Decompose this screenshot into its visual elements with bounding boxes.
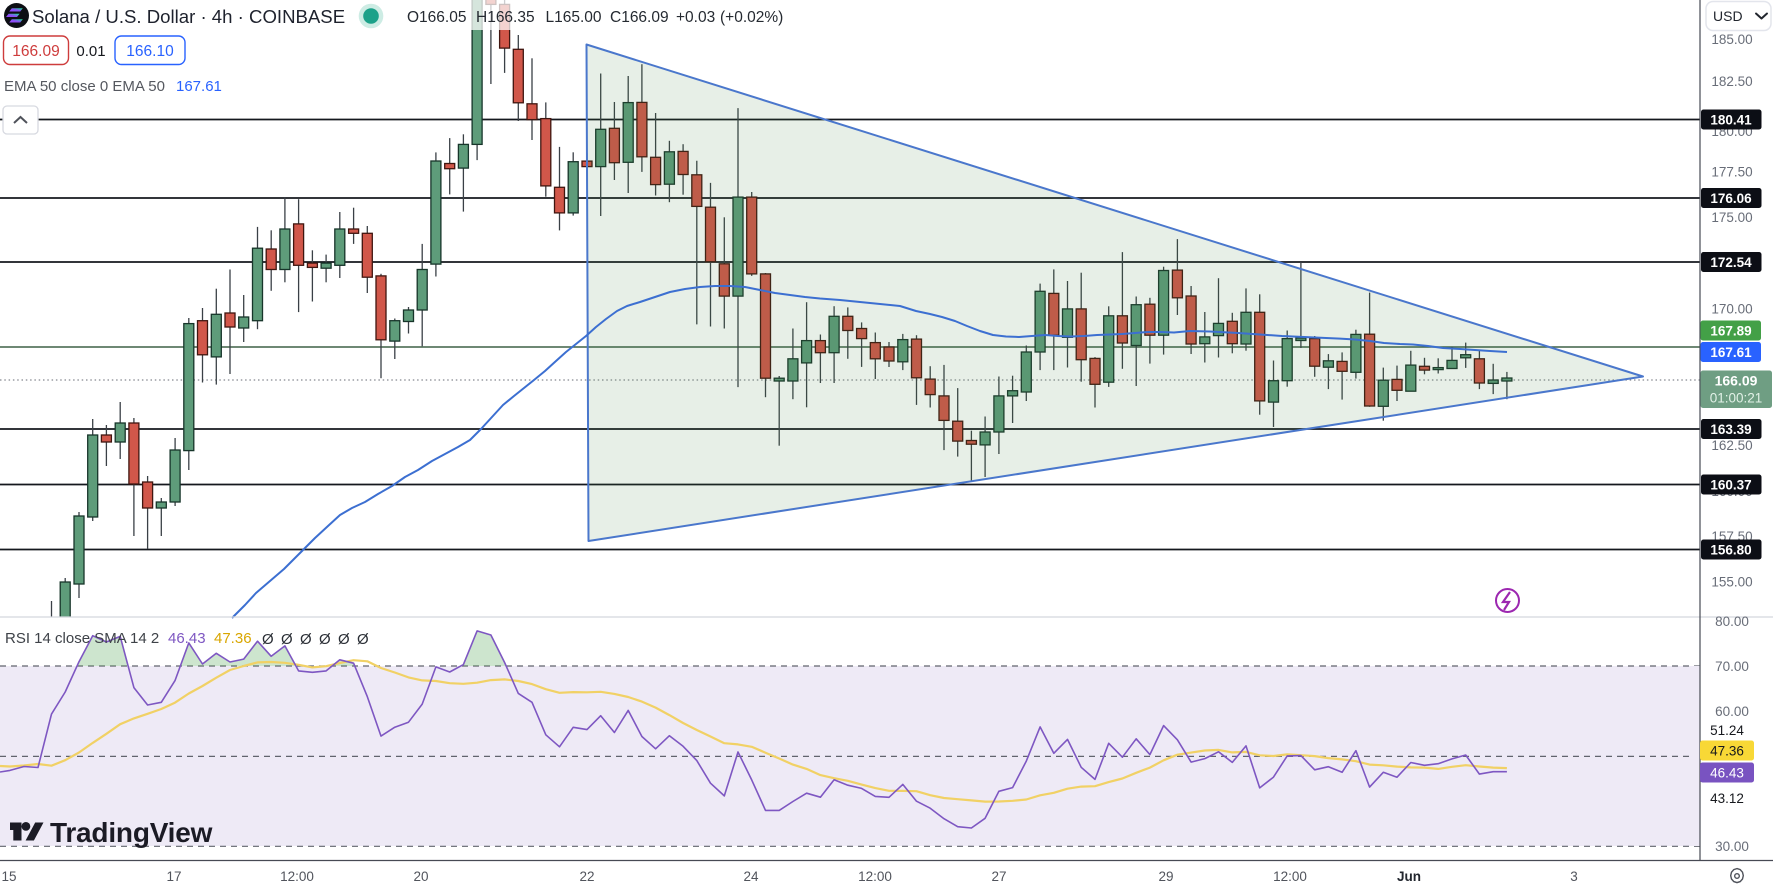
svg-text:RSI 14 close SMA 14 2: RSI 14 close SMA 14 2 xyxy=(5,630,159,647)
svg-text:167.61: 167.61 xyxy=(176,78,222,95)
svg-text:177.50: 177.50 xyxy=(1711,164,1752,179)
svg-text:C166.09: C166.09 xyxy=(610,9,669,26)
svg-text:12:00: 12:00 xyxy=(1273,869,1307,884)
svg-text:15: 15 xyxy=(1,869,16,884)
svg-text:47.36: 47.36 xyxy=(214,630,252,647)
svg-text:17: 17 xyxy=(166,869,181,884)
svg-text:Ø: Ø xyxy=(319,631,331,648)
svg-text:Ø: Ø xyxy=(262,631,274,648)
svg-text:46.43: 46.43 xyxy=(1710,765,1744,780)
svg-text:27: 27 xyxy=(991,869,1006,884)
svg-text:175.00: 175.00 xyxy=(1711,210,1752,225)
svg-text:USD: USD xyxy=(1713,8,1743,24)
svg-text:Ø: Ø xyxy=(338,631,350,648)
svg-text:180.41: 180.41 xyxy=(1710,112,1752,127)
svg-text:47.36: 47.36 xyxy=(1710,743,1744,758)
svg-text:172.54: 172.54 xyxy=(1710,255,1752,270)
svg-text:(+0.02%): (+0.02%) xyxy=(720,9,783,26)
svg-text:Ø: Ø xyxy=(300,631,312,648)
svg-text:O166.05: O166.05 xyxy=(407,9,466,26)
svg-text:Ø: Ø xyxy=(357,631,369,648)
svg-text:0.01: 0.01 xyxy=(76,43,105,60)
svg-text:20: 20 xyxy=(413,869,428,884)
svg-text:Jun: Jun xyxy=(1397,869,1421,884)
svg-text:80.00: 80.00 xyxy=(1715,614,1749,629)
svg-text:30.00: 30.00 xyxy=(1715,839,1749,854)
svg-text:43.12: 43.12 xyxy=(1710,791,1744,806)
svg-text:51.24: 51.24 xyxy=(1710,723,1744,738)
svg-text:+0.03: +0.03 xyxy=(676,9,715,26)
svg-text:H166.35: H166.35 xyxy=(476,9,535,26)
svg-text:12:00: 12:00 xyxy=(280,869,314,884)
svg-text:22: 22 xyxy=(579,869,594,884)
svg-text:Ø: Ø xyxy=(281,631,293,648)
svg-text:29: 29 xyxy=(1158,869,1173,884)
svg-text:Solana / U.S. Dollar · 4h · CO: Solana / U.S. Dollar · 4h · COINBASE xyxy=(32,6,345,27)
svg-text:176.06: 176.06 xyxy=(1710,191,1752,206)
svg-text:EMA 50 close 0 EMA 50: EMA 50 close 0 EMA 50 xyxy=(4,78,165,95)
svg-text:60.00: 60.00 xyxy=(1715,704,1749,719)
svg-text:24: 24 xyxy=(743,869,759,884)
svg-text:70.00: 70.00 xyxy=(1715,659,1749,674)
svg-text:170.00: 170.00 xyxy=(1711,301,1752,316)
svg-text:160.37: 160.37 xyxy=(1710,477,1751,492)
svg-text:182.50: 182.50 xyxy=(1711,74,1752,89)
svg-text:46.43: 46.43 xyxy=(168,630,206,647)
svg-text:166.09: 166.09 xyxy=(1715,373,1758,389)
svg-text:162.50: 162.50 xyxy=(1711,438,1752,453)
svg-text:3: 3 xyxy=(1570,869,1578,884)
svg-text:L165.00: L165.00 xyxy=(546,9,602,26)
svg-text:185.00: 185.00 xyxy=(1711,32,1752,47)
svg-text:01:00:21: 01:00:21 xyxy=(1710,391,1763,406)
svg-text:155.00: 155.00 xyxy=(1711,574,1752,589)
svg-text:166.10: 166.10 xyxy=(126,43,174,60)
svg-text:167.89: 167.89 xyxy=(1710,323,1751,338)
svg-text:167.61: 167.61 xyxy=(1710,345,1752,360)
svg-text:12:00: 12:00 xyxy=(858,869,892,884)
svg-text:163.39: 163.39 xyxy=(1710,422,1751,437)
svg-text:156.80: 156.80 xyxy=(1710,542,1751,557)
svg-text:166.09: 166.09 xyxy=(12,43,59,60)
svg-text:TradingView: TradingView xyxy=(50,817,213,848)
